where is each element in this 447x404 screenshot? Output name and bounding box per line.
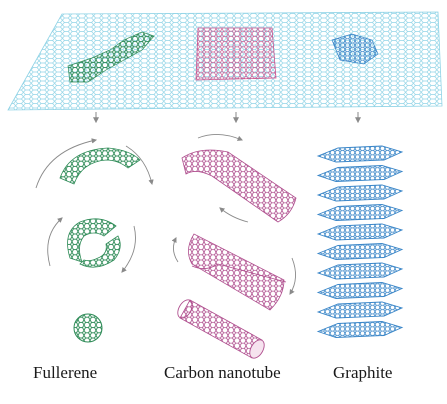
graphite-source-region [331, 33, 379, 65]
graphite-layer [316, 301, 404, 319]
graphite-layer [316, 223, 404, 241]
fullerene-partial-shell [47, 217, 136, 273]
fullerene-strip-curved [35, 138, 154, 189]
graphite-layer [316, 282, 404, 299]
graphite-layer [316, 204, 404, 221]
graphite-layer [316, 243, 404, 260]
graphite-layer [316, 165, 404, 182]
graphite-layer [316, 184, 404, 202]
nanotube-half-rolled [171, 233, 296, 311]
graphite-layer-stack [316, 145, 404, 338]
fullerene-source-region [67, 31, 155, 83]
carbon-nanotube-label: Carbon nanotube [164, 363, 281, 382]
graphite-layer [316, 321, 404, 338]
graphite-label: Graphite [333, 363, 393, 382]
nanotube-source-region [195, 27, 277, 81]
fullerene-sphere [73, 313, 103, 343]
fullerene-label: Fullerene [33, 363, 98, 382]
nanotube-tube [177, 299, 265, 359]
graphite-layer [316, 262, 404, 280]
down-arrows [93, 112, 361, 124]
nanotube-rolling-sheet [181, 134, 297, 223]
graphite-layer [316, 145, 404, 163]
